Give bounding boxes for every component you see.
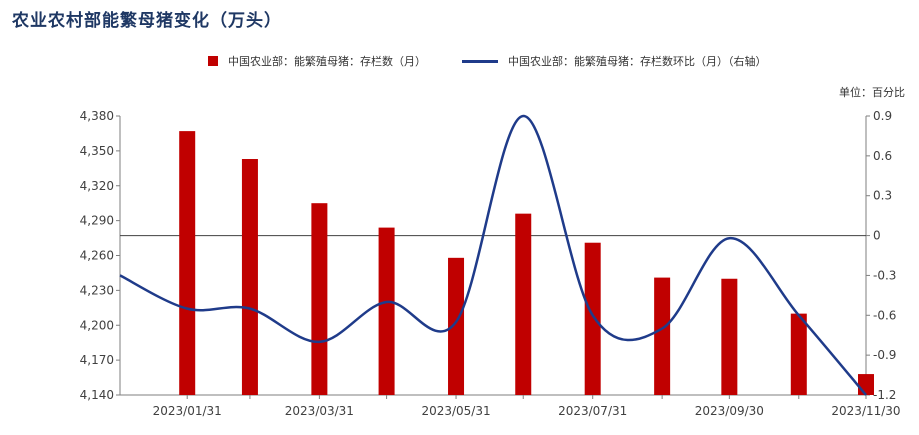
x-axis-tick-label: 2023/03/31 <box>285 404 354 418</box>
right-axis-tick-label: -1.2 <box>873 388 896 402</box>
left-axis-tick-label: 4,380 <box>80 109 114 123</box>
right-axis-tick-label: -0.3 <box>873 268 896 282</box>
chart-title: 农业农村部能繁母猪变化（万头） <box>12 11 282 31</box>
left-axis-tick-label: 4,170 <box>80 353 114 367</box>
legend-item-bars: 中国农业部：能繁殖母猪：存栏数（月） <box>208 53 426 69</box>
left-axis-tick-label: 4,200 <box>80 318 114 332</box>
legend-swatch-bars <box>208 56 218 66</box>
x-axis-tick-label: 2023/09/30 <box>695 404 764 418</box>
right-axis-tick-label: -0.6 <box>873 308 896 322</box>
bar <box>378 227 395 395</box>
x-axis-tick-label: 2023/11/30 <box>831 404 900 418</box>
left-axis-tick-label: 4,140 <box>80 388 114 402</box>
chart-legend: 中国农业部：能繁殖母猪：存栏数（月） 中国农业部：能繁殖母猪：存栏数环比（月）（… <box>0 53 919 73</box>
right-axis-tick-label: 0.6 <box>873 149 892 163</box>
bar <box>515 213 532 395</box>
right-axis-tick-label: 0 <box>873 229 881 243</box>
left-axis-tick-label: 4,350 <box>80 144 114 158</box>
left-axis-tick-label: 4,230 <box>80 283 114 297</box>
bar <box>179 131 196 396</box>
bar <box>448 257 465 395</box>
left-axis-tick-label: 4,290 <box>80 214 114 228</box>
bar <box>584 242 601 395</box>
bar <box>721 278 738 395</box>
legend-swatch-line <box>462 59 498 63</box>
legend-item-line: 中国农业部：能繁殖母猪：存栏数环比（月）（右轴） <box>462 53 767 69</box>
left-axis-tick-label: 4,320 <box>80 179 114 193</box>
bar <box>858 374 874 395</box>
x-axis-tick-label: 2023/01/31 <box>153 404 222 418</box>
right-axis-tick-label: 0.9 <box>873 109 892 123</box>
right-axis-tick-label: 0.3 <box>873 189 892 203</box>
legend-label-line: 中国农业部：能繁殖母猪：存栏数环比（月）（右轴） <box>508 55 767 68</box>
bar <box>654 277 671 395</box>
series-line <box>119 114 867 396</box>
bar <box>241 159 258 395</box>
bar <box>311 203 328 395</box>
left-axis-tick-label: 4,260 <box>80 249 114 263</box>
legend-label-bars: 中国农业部：能繁殖母猪：存栏数（月） <box>228 55 426 68</box>
x-axis-tick-label: 2023/07/31 <box>558 404 627 418</box>
unit-label: 单位：百分比 <box>839 86 905 99</box>
right-axis-tick-label: -0.9 <box>873 348 896 362</box>
bar <box>790 313 807 395</box>
x-axis-tick-label: 2023/05/31 <box>421 404 490 418</box>
